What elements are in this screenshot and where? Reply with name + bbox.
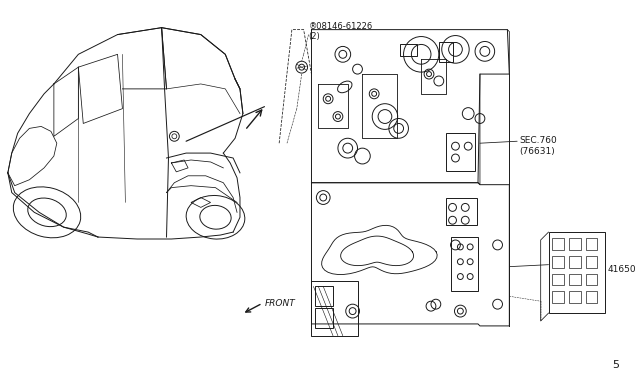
Text: 41650: 41650 xyxy=(607,265,636,274)
Bar xyxy=(586,256,598,267)
Bar xyxy=(569,273,581,285)
Bar xyxy=(586,291,598,303)
Bar xyxy=(569,256,581,267)
Bar xyxy=(399,44,417,56)
Bar xyxy=(312,282,358,336)
Bar xyxy=(569,291,581,303)
Bar xyxy=(586,273,598,285)
Bar xyxy=(552,256,564,267)
Bar xyxy=(586,238,598,250)
Text: ®08146-61226
(2): ®08146-61226 (2) xyxy=(308,22,372,41)
Bar xyxy=(316,308,333,328)
Text: 5: 5 xyxy=(612,360,619,371)
Text: FRONT: FRONT xyxy=(264,299,295,308)
Bar xyxy=(451,237,478,291)
Bar xyxy=(445,133,475,171)
Bar xyxy=(552,238,564,250)
Bar xyxy=(552,273,564,285)
Bar xyxy=(316,286,333,306)
Bar xyxy=(569,238,581,250)
Bar xyxy=(445,198,477,225)
Bar xyxy=(439,42,452,62)
Bar xyxy=(552,291,564,303)
Bar xyxy=(548,232,605,313)
Text: SEC.760
(76631): SEC.760 (76631) xyxy=(519,136,557,156)
